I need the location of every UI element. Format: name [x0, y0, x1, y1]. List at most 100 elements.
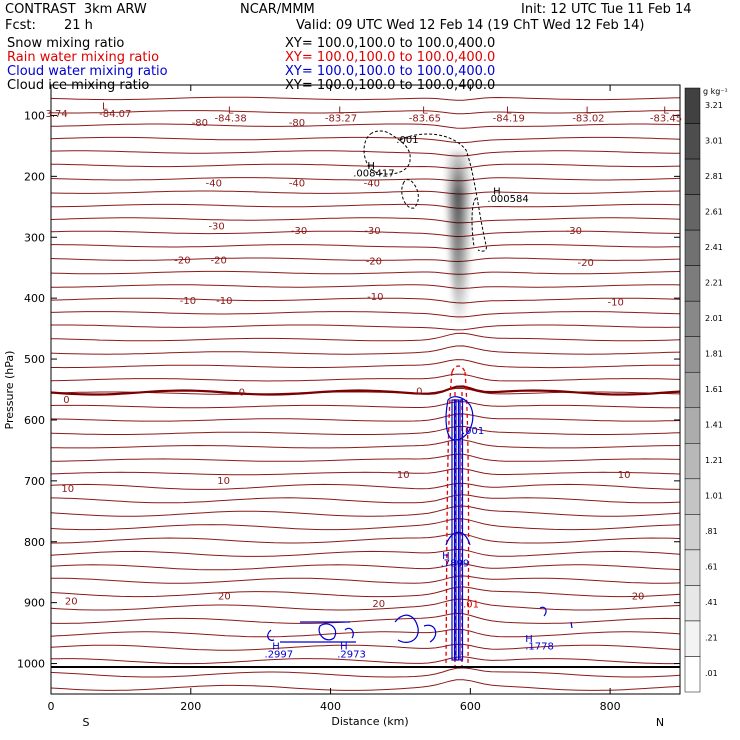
temperature-contour-line — [50, 643, 681, 651]
contour-label: -10 — [216, 296, 232, 307]
y-tick-label: 400 — [24, 292, 45, 305]
colorbar-swatch — [684, 656, 701, 693]
fcst-label: Fcst: — [5, 18, 36, 33]
contour-label: -83.27 — [325, 113, 357, 124]
contour-label: .2997 — [265, 649, 294, 660]
temperature-contour-line — [50, 373, 681, 382]
contour-label: H — [340, 641, 348, 652]
colorbar-swatch — [684, 514, 701, 551]
contour-label: .000584 — [487, 194, 528, 205]
colorbar-swatch — [684, 229, 701, 266]
field-name-snow: Snow mixing ratio — [7, 36, 125, 51]
colorbar-swatch — [684, 123, 701, 160]
temperature-contour-line — [50, 110, 680, 115]
contour-label: -10 — [608, 297, 624, 308]
temperature-contour-line — [50, 667, 681, 678]
contour-label: -30 — [208, 221, 224, 232]
contour-label: .008417 — [353, 168, 394, 179]
contour-label: H — [442, 551, 450, 562]
temperature-contour-line — [50, 345, 681, 355]
y-tick-label: 600 — [24, 414, 45, 427]
contour-label: L — [663, 106, 669, 117]
colorbar-swatch — [684, 194, 701, 231]
temperature-contour-line — [50, 177, 681, 182]
contour-label: -30 — [291, 226, 307, 237]
temperature-contour-line — [50, 401, 680, 409]
fcst-value: 21 h — [64, 18, 93, 33]
colorbar-tick-label: 1.01 — [705, 492, 723, 501]
colorbar-tick-label: 1.61 — [705, 385, 723, 394]
y-tick-label: 200 — [24, 170, 45, 183]
y-axis-label: Pressure (hPa) — [3, 351, 16, 430]
colorbar-tick-label: 3.01 — [705, 136, 723, 145]
temperature-contour-line — [51, 244, 681, 250]
temperature-contour-line — [50, 190, 681, 195]
y-tick-label: 1000 — [17, 658, 45, 671]
temperature-contour-line — [50, 505, 681, 517]
temperature-contour-line — [50, 628, 681, 638]
x-tick-label: 600 — [460, 700, 481, 713]
x-tick-label: 400 — [320, 700, 341, 713]
colorbar-tick-label: 1.41 — [705, 421, 723, 430]
field-xy-rain: XY= 100.0,100.0 to 100.0,400.0 — [285, 50, 496, 65]
colorbar: .01 .21 .41 .61 .81 1.01 1.21 1.41 1.61 1.81 2.01 2… — [684, 87, 723, 693]
contour-label: 20 — [372, 599, 385, 610]
contour-label: 20 — [218, 592, 231, 603]
contour-label: -84.07 — [99, 109, 131, 120]
contour-label: -30 — [566, 226, 582, 237]
contour-label: L — [506, 106, 512, 117]
plot-frame — [50, 84, 681, 695]
colorbar-swatch — [684, 549, 701, 586]
field-name-cloud-water: Cloud water mixing ratio — [7, 64, 168, 79]
contour-label: H — [367, 161, 375, 172]
colorbar-swatch — [684, 585, 701, 622]
colorbar-tick-label: 3.21 — [705, 101, 723, 110]
temperature-contour-line — [50, 96, 681, 101]
temperature-contour-line — [50, 679, 681, 691]
contour-label: H — [272, 641, 280, 652]
colorbar-swatch — [684, 443, 701, 480]
temperature-contour-line — [50, 257, 681, 263]
y-tick-label: 700 — [24, 475, 45, 488]
contour-label: 10 — [397, 470, 410, 481]
colorbar-swatch — [684, 620, 701, 657]
field-xy-cloud-water: XY= 100.0,100.0 to 100.0,400.0 — [285, 64, 496, 79]
temperature-contour-line — [50, 482, 681, 490]
x-axis-south-label: S — [83, 716, 90, 729]
freezing-level-contour — [50, 385, 681, 396]
init-label: Init: 12 UTC Tue 11 Feb 14 — [521, 2, 692, 17]
x-tick-label: 0 — [48, 700, 55, 713]
temperature-contour-line — [50, 123, 681, 129]
contour-label: -10 — [367, 292, 383, 303]
rain-contours — [445, 365, 470, 667]
colorbar-tick-label: .01 — [705, 669, 718, 678]
contour-label: 20 — [65, 596, 78, 607]
temperature-contour-line — [50, 203, 681, 209]
field-xy-snow: XY= 100.0,100.0 to 100.0,400.0 — [285, 36, 496, 51]
temperature-contour-line — [50, 217, 681, 224]
temperature-contour-line — [50, 439, 681, 449]
contour-label: .2973 — [337, 649, 366, 660]
x-axis-north-label: N — [656, 716, 664, 729]
temperature-contour-line — [50, 270, 681, 275]
contour-label: -40 — [364, 179, 380, 190]
contour-label: -20 — [366, 257, 382, 268]
field-name-rain: Rain water mixing ratio — [7, 50, 160, 65]
contour-label: -20 — [174, 255, 190, 266]
temperature-contour-line — [50, 563, 681, 571]
contour-label: .1778 — [525, 641, 554, 652]
colorbar-tick-label: .21 — [705, 634, 718, 643]
colorbar-tick-label: 1.81 — [705, 349, 723, 358]
contour-label: 3.74 — [45, 109, 67, 120]
contour-label: .001 — [462, 426, 484, 437]
colorbar-tick-label: 2.81 — [705, 172, 723, 181]
contour-label: -83.65 — [409, 113, 441, 124]
colorbar-swatch — [684, 478, 701, 515]
contour-label: .001 — [396, 135, 418, 146]
y-tick-label: 800 — [24, 536, 45, 549]
colorbar-swatch — [684, 265, 701, 302]
temperature-contour-line — [50, 332, 681, 342]
colorbar-unit: g kg⁻¹ — [703, 87, 728, 96]
x-axis-label: Distance (km) — [331, 715, 408, 728]
